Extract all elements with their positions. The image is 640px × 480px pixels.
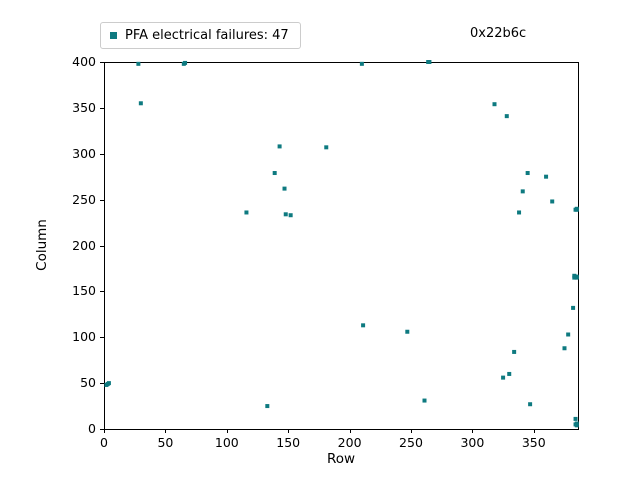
axes-box bbox=[104, 62, 579, 430]
data-point bbox=[359, 61, 364, 66]
tick-marks bbox=[100, 62, 535, 433]
data-point bbox=[405, 329, 410, 334]
y-tick-label: 100 bbox=[72, 329, 96, 344]
x-tick-label: 200 bbox=[337, 435, 362, 450]
x-tick-label: 300 bbox=[460, 435, 485, 450]
y-tick-label: 350 bbox=[72, 99, 96, 115]
data-point bbox=[272, 171, 277, 176]
annotation-text: 0x22b6c bbox=[470, 26, 527, 41]
data-point bbox=[136, 61, 141, 66]
data-point bbox=[573, 416, 578, 421]
x-tick-label: 100 bbox=[214, 435, 239, 450]
data-point bbox=[566, 332, 571, 337]
x-tick-label: 350 bbox=[521, 435, 546, 450]
data-point bbox=[501, 375, 506, 380]
y-tick-label: 50 bbox=[80, 374, 96, 390]
data-point bbox=[324, 145, 329, 150]
data-point bbox=[528, 402, 533, 407]
data-point bbox=[571, 305, 576, 310]
data-point bbox=[544, 174, 549, 179]
data-point bbox=[183, 60, 188, 65]
data-point bbox=[106, 381, 111, 386]
y-axis-label: Column bbox=[34, 219, 50, 271]
data-point bbox=[244, 210, 249, 215]
scatter-points bbox=[104, 60, 579, 428]
y-tick-label: 400 bbox=[72, 53, 96, 69]
data-point bbox=[512, 349, 517, 354]
data-point bbox=[138, 101, 143, 106]
x-tick-label: 250 bbox=[399, 435, 423, 450]
y-tick-label: 250 bbox=[72, 191, 96, 207]
data-point bbox=[573, 422, 578, 427]
data-point bbox=[520, 189, 525, 194]
data-point bbox=[550, 199, 555, 204]
data-point bbox=[492, 102, 497, 107]
legend: PFA electrical failures: 47 bbox=[100, 22, 301, 49]
data-point bbox=[277, 144, 282, 149]
legend-marker-icon bbox=[110, 32, 117, 39]
data-point bbox=[517, 210, 522, 215]
data-point bbox=[288, 213, 293, 218]
x-axis-label: Row bbox=[326, 451, 356, 467]
data-point bbox=[282, 186, 287, 191]
x-tick-label: 50 bbox=[157, 435, 174, 450]
data-point bbox=[422, 398, 427, 403]
data-point bbox=[525, 171, 530, 176]
x-tick-label: 0 bbox=[100, 435, 108, 450]
data-point bbox=[507, 371, 512, 376]
legend-label: PFA electrical failures: 47 bbox=[125, 28, 289, 43]
data-point bbox=[265, 404, 270, 409]
data-point bbox=[504, 114, 509, 119]
y-tick-label: 200 bbox=[72, 237, 96, 253]
y-tick-label: 300 bbox=[72, 145, 96, 161]
data-point bbox=[562, 346, 567, 351]
data-point bbox=[361, 323, 366, 328]
y-tick-label: 0 bbox=[88, 420, 96, 436]
data-point bbox=[283, 212, 288, 217]
x-tick-label: 150 bbox=[276, 435, 301, 450]
data-point bbox=[574, 275, 579, 280]
data-point bbox=[427, 60, 432, 64]
y-tick-label: 150 bbox=[72, 283, 96, 299]
data-point bbox=[574, 207, 579, 212]
